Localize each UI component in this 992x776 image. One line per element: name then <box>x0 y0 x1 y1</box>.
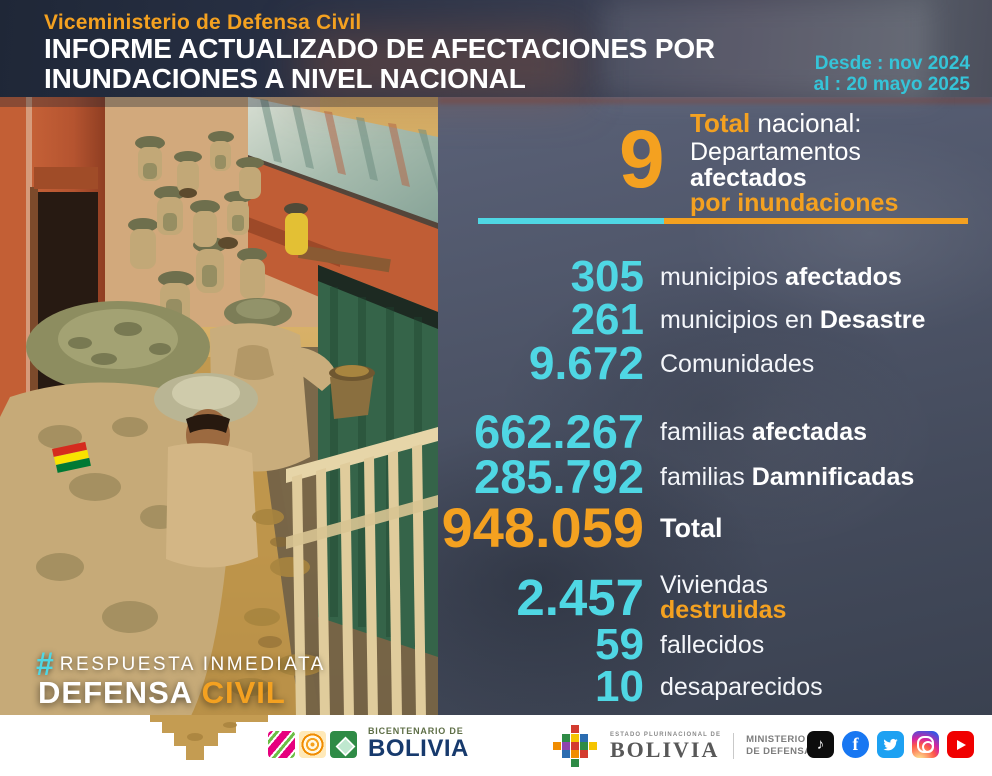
hash-icon: # <box>36 646 54 682</box>
railing <box>286 427 438 718</box>
bolivia-wordmark: ESTADO PLURINACIONAL DE BOLIVIA <box>610 731 722 762</box>
bicentenario-tiles <box>268 730 357 758</box>
flood-cleanup-photo <box>0 97 438 718</box>
stats-panel: Total nacional: 9 Departamentos afectado… <box>438 97 992 718</box>
departments-label: Departamentos afectados por inundaciones <box>690 138 899 217</box>
header: Viceministerio de Defensa Civil INFORME … <box>0 0 992 97</box>
page-title: INFORME ACTUALIZADO DE AFECTACIONES POR … <box>44 34 715 94</box>
stat-row-comunidades: 9.672 Comunidades <box>438 337 992 390</box>
hashtag-line: # RESPUESTA INMEDIATA <box>36 646 326 683</box>
title-line-1: INFORME ACTUALIZADO DE AFECTACIONES POR <box>44 33 715 64</box>
stat-row-fallecidos: 59 fallecidos <box>438 620 992 670</box>
brand-accent: CIVIL <box>201 675 286 710</box>
stat-value: 285.792 <box>474 450 644 504</box>
stat-row-municipios-afectados: 305 municipios afectados <box>438 255 992 299</box>
social-links: ♪ f <box>807 731 974 758</box>
stat-label: familias Damnificadas <box>660 463 915 491</box>
divider-orange-segment <box>664 218 968 224</box>
brand-white: DEFENSA <box>38 675 202 710</box>
footer: BICENTENARIO DE BOLIVIA <box>0 715 992 776</box>
total-heading-rest: nacional: <box>750 108 862 138</box>
hashtag-text: RESPUESTA INMEDIATA <box>59 653 326 675</box>
tiktok-icon[interactable]: ♪ <box>807 731 834 758</box>
chakana-icon <box>553 725 597 767</box>
youtube-icon[interactable] <box>947 731 974 758</box>
stat-value: 9.672 <box>528 337 644 390</box>
stat-value: 662.267 <box>474 404 644 458</box>
stat-label: familias afectadas <box>660 417 868 446</box>
diamond-tile-icon <box>330 730 357 758</box>
spiral-tile-icon <box>299 730 326 758</box>
date-from: Desde : nov 2024 <box>814 53 970 74</box>
stat-label: Viviendas destruidas <box>660 571 787 624</box>
header-kicker: Viceministerio de Defensa Civil <box>44 11 362 34</box>
mud-step-decoration <box>150 715 280 760</box>
stat-label: fallecidos <box>660 630 765 659</box>
stat-label: municipios afectados <box>660 262 902 291</box>
date-to: al : 20 mayo 2025 <box>813 74 970 96</box>
stat-value: 2.457 <box>516 568 644 626</box>
stat-row-familias-total: 948.059 Total <box>438 500 992 556</box>
stat-label: Total <box>660 512 723 543</box>
defensa-civil-wordmark: DEFENSA CIVIL <box>38 675 286 711</box>
stat-row-familias-damnificadas: 285.792 familias Damnificadas <box>438 450 992 504</box>
stat-value: 10 <box>595 662 644 712</box>
photo-panel: # RESPUESTA INMEDIATA DEFENSA CIVIL <box>0 97 438 718</box>
divider-line <box>478 218 968 224</box>
stat-label: municipios en Desastre <box>660 305 926 334</box>
stripes-tile-icon <box>268 730 295 758</box>
date-range: Desde : nov 2024 al : 20 mayo 2025 <box>814 53 970 96</box>
logo-separator <box>733 733 735 759</box>
stat-rows: 305 municipios afectados 261 municipios … <box>438 255 992 712</box>
government-logo: ESTADO PLURINACIONAL DE BOLIVIA MINISTER… <box>552 723 811 769</box>
soldier-foreground <box>0 301 258 718</box>
stat-value: 948.059 <box>441 496 644 560</box>
facebook-icon[interactable]: f <box>842 731 869 758</box>
twitter-icon[interactable] <box>877 731 904 758</box>
departments-count: 9 <box>619 114 665 205</box>
stat-value: 59 <box>595 620 644 670</box>
stat-label: desaparecidos <box>660 672 823 701</box>
bicentenario-logo: BICENTENARIO DE BOLIVIA <box>268 727 469 761</box>
title-line-2: INUNDACIONES A NIVEL NACIONAL <box>44 62 526 94</box>
total-heading: Total nacional: <box>690 108 862 139</box>
stat-row-viviendas-destruidas: 2.457 Viviendas destruidas <box>438 572 992 624</box>
instagram-icon[interactable] <box>912 731 939 758</box>
stat-row-desaparecidos: 10 desaparecidos <box>438 662 992 712</box>
total-heading-bold: Total <box>690 108 751 138</box>
stat-label: Comunidades <box>660 349 815 378</box>
stat-value: 261 <box>570 295 644 345</box>
stat-row-familias-afectadas: 662.267 familias afectadas <box>438 404 992 458</box>
stat-value: 305 <box>570 252 644 302</box>
soldier-midground <box>210 298 375 472</box>
divider-cyan-segment <box>478 218 664 224</box>
stat-row-municipios-desastre: 261 municipios en Desastre <box>438 295 992 345</box>
bicentenario-text: BICENTENARIO DE BOLIVIA <box>368 726 469 762</box>
ministry-label: MINISTERIO DE DEFENSA <box>746 734 812 757</box>
bolivia-flag-patch <box>52 441 91 473</box>
